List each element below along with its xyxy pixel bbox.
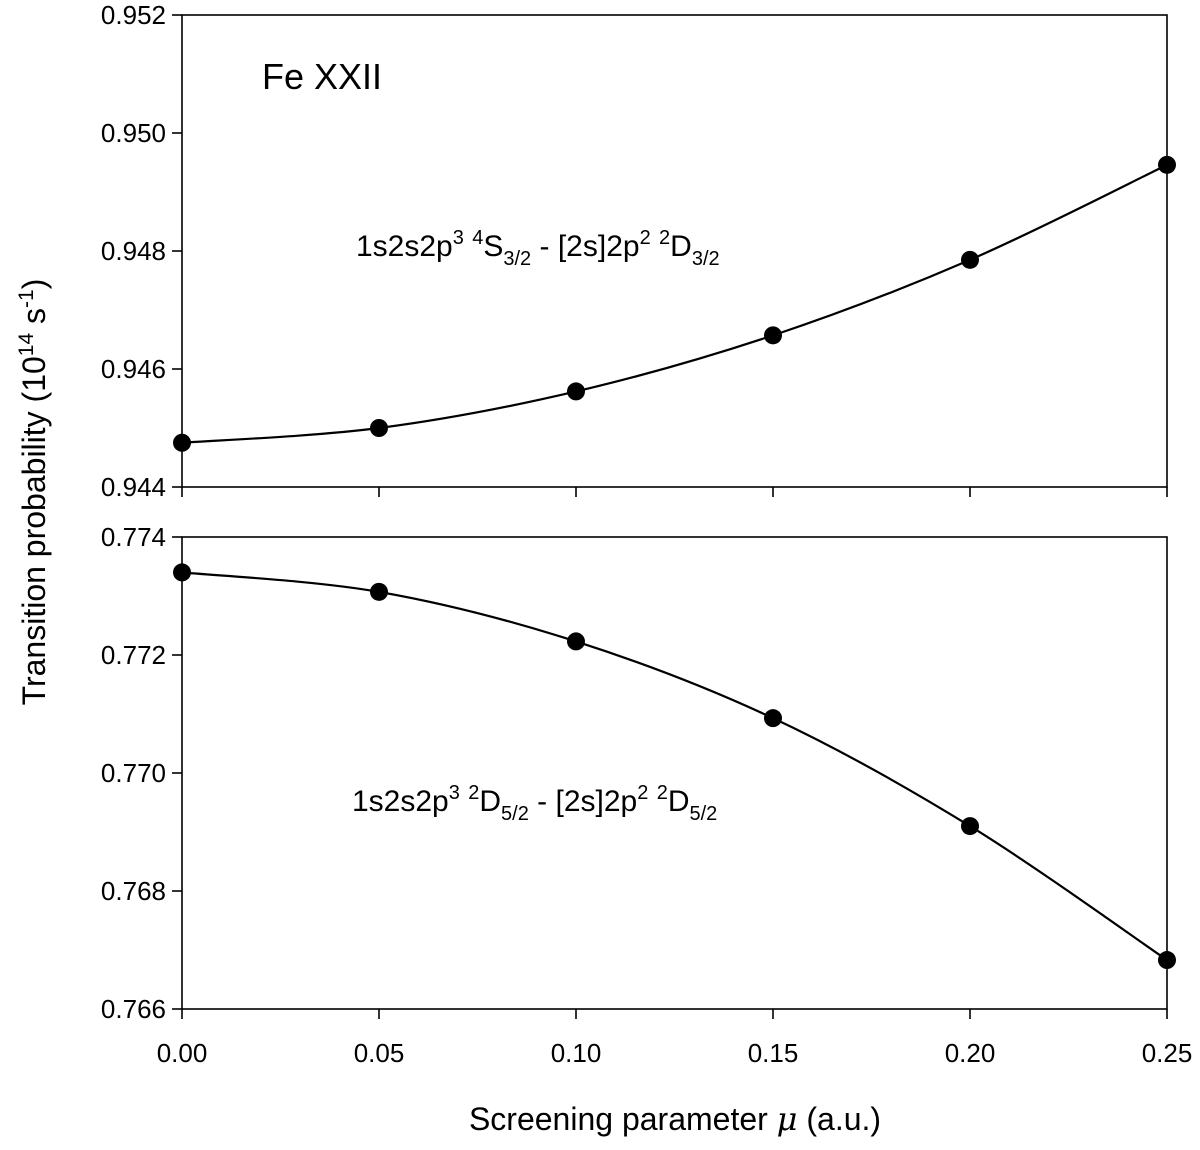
x-tick-label: 0.25	[1142, 1038, 1193, 1068]
bottom-config-upper-exp: 2	[637, 782, 648, 804]
bottom-data-point	[567, 632, 585, 651]
bottom-data-point	[1158, 951, 1176, 970]
x-tick-label: 0.10	[551, 1038, 602, 1068]
top-term-lower-j: 3/2	[503, 248, 531, 270]
y-axis-label-main: Transition probability (10	[16, 356, 52, 705]
top-separator: -	[531, 230, 558, 263]
x-tick-label: 0.20	[945, 1038, 996, 1068]
bottom-term-upper-mult: 2	[657, 782, 668, 804]
top-config-lower: 1s2s2p	[356, 230, 453, 263]
bot-y-tick-label: 0.772	[101, 640, 166, 670]
bottom-data-point	[961, 817, 979, 836]
bot-y-tick-label: 0.766	[101, 994, 166, 1024]
top-term-upper-letter: D	[670, 230, 692, 263]
top-data-point	[764, 326, 782, 345]
top-data-point	[1158, 155, 1176, 174]
bottom-term-lower-mult: 2	[468, 782, 479, 804]
bottom-config-lower-exp: 3	[449, 782, 460, 804]
x-axis-label-main: Screening parameter	[469, 1101, 777, 1137]
bottom-term-lower-j: 5/2	[501, 803, 529, 825]
top-panel: 0.944 0.946 0.948 0.950 0.952 Fe XXII 1s2s2p…	[101, 0, 1176, 502]
top-x-ticks	[181, 487, 1168, 497]
top-term-lower-mult: 4	[472, 227, 483, 249]
bottom-y-ticks: 0.766 0.768 0.770 0.772 0.774	[101, 522, 182, 1024]
top-data-point	[961, 250, 979, 269]
top-config-upper-exp: 2	[640, 227, 651, 249]
y-axis-label: Transition probability (1014 s-1)	[15, 279, 52, 706]
x-axis-label-units: (a.u.)	[797, 1101, 881, 1137]
chart-title: Fe XXII	[262, 56, 382, 97]
bottom-term-lower-letter: D	[479, 785, 501, 818]
y-axis-label-mid: s	[16, 308, 52, 333]
y-axis-label-exp2: -1	[15, 289, 38, 308]
top-config-upper: [2s]2p	[558, 230, 640, 263]
top-series-line	[181, 163, 1168, 444]
bottom-data-point	[764, 709, 782, 728]
bottom-series-line	[181, 571, 1168, 961]
bottom-term-upper-j: 5/2	[690, 803, 718, 825]
top-y-tick-label: 0.944	[101, 472, 166, 502]
bottom-transition-annotation: 1s2s2p3 2D5/2 - [2s]2p2 2D5/2	[352, 782, 717, 825]
top-config-lower-exp: 3	[453, 227, 464, 249]
y-axis-label-exp1: 14	[15, 333, 38, 357]
top-y-ticks: 0.944 0.946 0.948 0.950 0.952	[101, 0, 182, 502]
top-y-tick-label: 0.948	[101, 236, 166, 266]
top-term-upper-j: 3/2	[692, 248, 720, 270]
bottom-panel-frame	[181, 536, 1168, 1010]
bot-y-tick-label: 0.774	[101, 522, 166, 552]
bottom-x-ticks: 0.00 0.05 0.10 0.15 0.20 0.25	[157, 1009, 1193, 1068]
top-data-point	[173, 433, 191, 452]
x-tick-label: 0.00	[157, 1038, 208, 1068]
top-term-upper-mult: 2	[659, 227, 670, 249]
bottom-config-lower: 1s2s2p	[352, 785, 449, 818]
bottom-separator: -	[529, 785, 556, 818]
bot-y-tick-label: 0.768	[101, 876, 166, 906]
bottom-series-points	[173, 563, 1176, 970]
bottom-term-upper-letter: D	[668, 785, 690, 818]
bottom-data-point	[173, 563, 191, 582]
top-term-lower-letter: S	[483, 230, 503, 263]
y-axis-label-close: )	[16, 279, 52, 290]
top-y-tick-label: 0.950	[101, 118, 166, 148]
bottom-config-upper: [2s]2p	[556, 785, 638, 818]
top-transition-annotation: 1s2s2p3 4S3/2 - [2s]2p2 2D3/2	[356, 227, 720, 270]
top-series-points	[173, 155, 1176, 452]
x-tick-label: 0.15	[748, 1038, 799, 1068]
top-y-tick-label: 0.946	[101, 354, 166, 384]
top-data-point	[370, 419, 388, 437]
bot-y-tick-label: 0.770	[101, 758, 166, 788]
x-tick-label: 0.05	[354, 1038, 405, 1068]
x-axis-label-symbol: μ	[777, 1100, 798, 1138]
top-y-tick-label: 0.952	[101, 0, 166, 30]
x-axis-label: Screening parameter μ (a.u.)	[469, 1100, 881, 1138]
bottom-data-point	[370, 582, 388, 601]
top-data-point	[567, 382, 585, 401]
